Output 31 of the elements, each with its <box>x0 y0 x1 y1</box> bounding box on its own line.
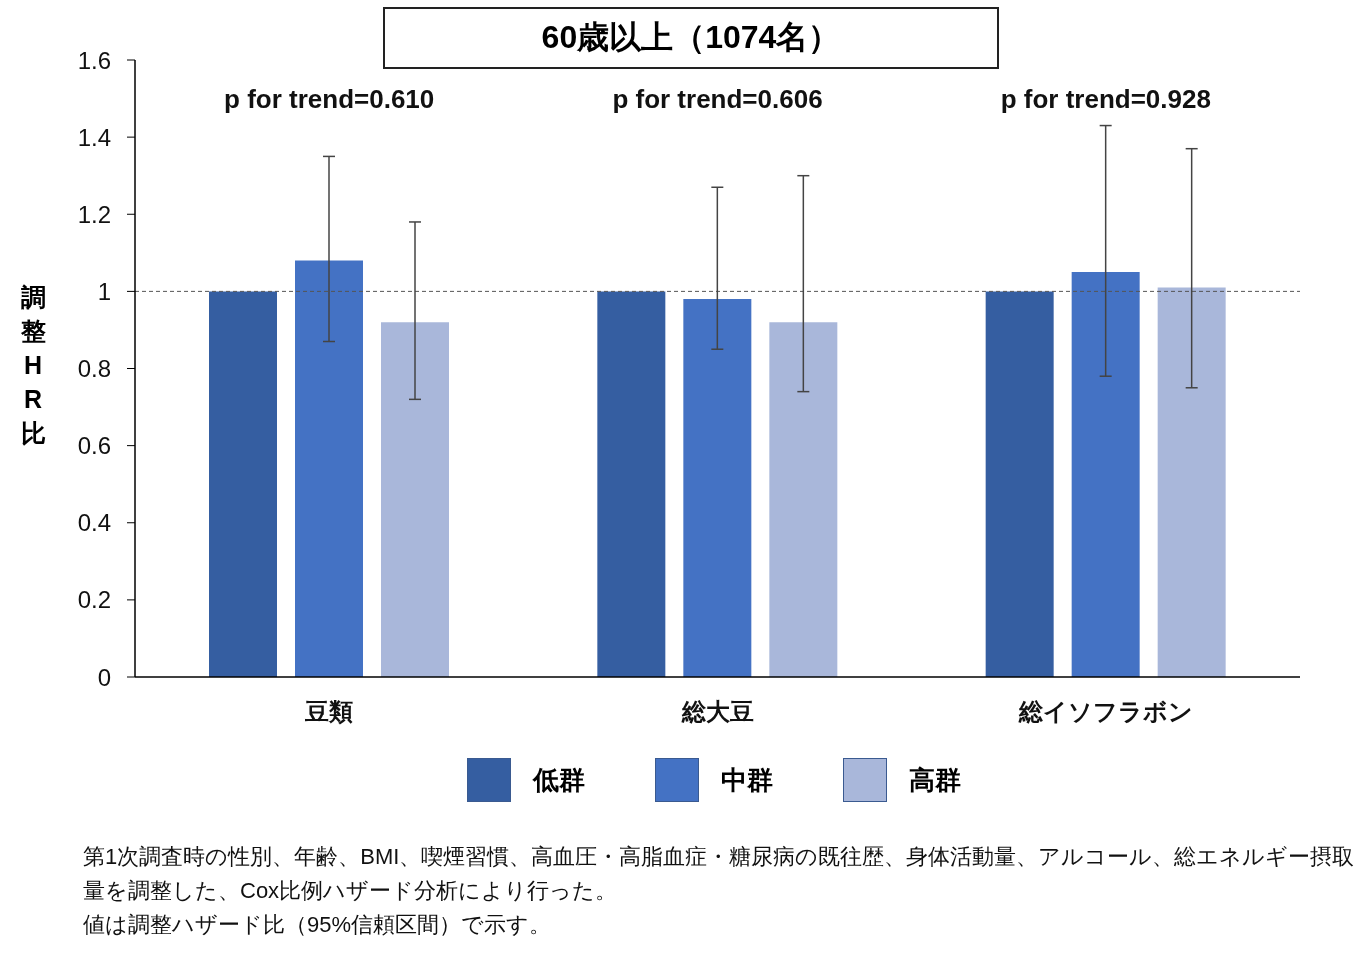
text: 値は調整ハザード比（95%信頼区間）で示す。 <box>83 911 553 939</box>
x-tick-label: 総大豆 <box>680 698 754 726</box>
legend-label: 高群 <box>908 763 961 797</box>
annotation: p for trend=0.928 <box>1000 83 1211 114</box>
chart-title: 60歳以上（1074名） <box>383 7 999 69</box>
y-tick-label: 1 <box>97 277 111 305</box>
annotation: p for trend=0.610 <box>224 83 435 114</box>
bar <box>683 299 752 677</box>
bar <box>985 291 1054 677</box>
y-tick-label: 1.6 <box>77 46 111 74</box>
y-tick-label: 0 <box>97 663 111 691</box>
y-tick-label: 0.4 <box>77 509 111 537</box>
y-tick-label: 1.2 <box>77 200 111 228</box>
legend-label: 低群 <box>532 763 585 797</box>
y-tick-label: 1.4 <box>77 123 111 151</box>
bar <box>1071 272 1140 677</box>
legend-label: 中群 <box>720 763 773 797</box>
y-tick-label: 0.8 <box>77 355 111 383</box>
y-tick-label: 0.2 <box>77 586 111 614</box>
text: 第1次調査時の性別、年齢、BMI、喫煙習慣、高血圧・高脂血症・糖尿病の既往歴、身体活動量、アルコール、総エネルギー摂取量を調整した、Cox比例ハザード分析により行った。 <box>83 843 1356 905</box>
bar <box>769 322 838 677</box>
annotation: p for trend=0.606 <box>612 83 823 114</box>
bar <box>209 291 277 677</box>
bar <box>597 291 666 677</box>
y-axis-title: 調整HR比 <box>20 282 46 449</box>
bar <box>1157 287 1226 677</box>
x-tick-label: 豆類 <box>304 698 354 726</box>
x-tick-label: 総イソフラボン <box>1017 698 1193 726</box>
bar <box>381 322 449 677</box>
bar <box>295 260 363 677</box>
y-tick-label: 0.6 <box>77 432 111 460</box>
